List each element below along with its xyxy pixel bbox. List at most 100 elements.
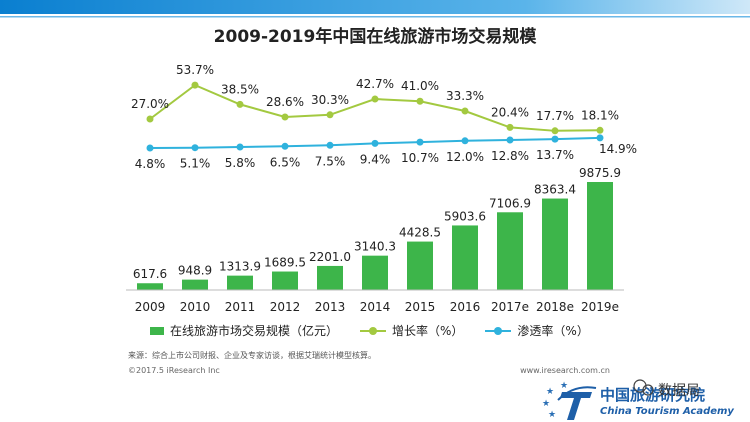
brand-name-cn: 中国旅游研究院 <box>600 386 705 404</box>
growth-point <box>326 111 334 119</box>
wechat-label: 数据局 <box>658 383 700 399</box>
bar-value-label: 8363.4 <box>534 183 576 197</box>
penetration-point <box>191 144 199 152</box>
growth-value-label: 41.0% <box>401 79 439 93</box>
growth-point <box>551 127 559 135</box>
legend-swatch-bar <box>150 326 164 335</box>
growth-value-label: 18.1% <box>581 108 619 122</box>
legend-swatch-growth <box>360 326 387 336</box>
growth-value-label: 17.7% <box>536 109 574 123</box>
penetration-point <box>461 137 469 145</box>
growth-point <box>236 100 244 108</box>
penetration-value-label: 6.5% <box>270 155 301 169</box>
growth-point <box>596 126 604 134</box>
growth-value-label: 38.5% <box>221 82 259 96</box>
site-url: www.iresearch.com.cn <box>520 366 610 375</box>
growth-point <box>281 113 289 121</box>
x-tick-label: 2019e <box>581 300 619 314</box>
x-tick-label: 2011 <box>225 300 256 314</box>
bar-value-label: 5903.6 <box>444 209 486 223</box>
bar <box>452 225 478 290</box>
legend-label-growth: 增长率（%） <box>392 324 464 338</box>
penetration-point <box>326 141 334 149</box>
bar <box>362 255 388 290</box>
svg-text:★: ★ <box>560 381 568 391</box>
growth-value-label: 33.3% <box>446 89 484 103</box>
growth-value-label: 53.7% <box>176 63 214 77</box>
penetration-value-label: 12.8% <box>491 149 529 163</box>
copyright: ©2017.5 iResearch Inc <box>128 366 220 375</box>
penetration-point <box>371 139 379 147</box>
x-tick-label: 2013 <box>315 300 346 314</box>
growth-point <box>461 107 469 115</box>
x-tick-label: 2009 <box>135 300 166 314</box>
legend-item-growth: 增长率（%） <box>360 322 463 339</box>
penetration-value-label: 12.0% <box>446 150 484 164</box>
bar-value-label: 948.9 <box>178 264 212 278</box>
penetration-value-label: 10.7% <box>401 151 439 165</box>
bar-value-label: 1313.9 <box>219 260 261 274</box>
x-tick-label: 2018e <box>536 300 574 314</box>
growth-point <box>506 123 514 131</box>
penetration-value-label: 7.5% <box>315 154 346 168</box>
bar <box>227 275 253 290</box>
brand-name-en: China Tourism Academy <box>600 406 734 417</box>
legend: 在线旅游市场交易规模（亿元） 增长率（%） 渗透率（%） <box>150 322 589 339</box>
penetration-point <box>416 138 424 146</box>
penetration-point <box>506 136 514 144</box>
growth-value-label: 30.3% <box>311 93 349 107</box>
x-tick-label: 2014 <box>360 300 391 314</box>
bar <box>542 198 568 290</box>
growth-point <box>416 97 424 105</box>
penetration-point <box>551 135 559 143</box>
growth-point <box>146 115 154 123</box>
growth-value-label: 42.7% <box>356 77 394 91</box>
penetration-point <box>236 143 244 151</box>
bar-value-label: 1689.5 <box>264 256 306 270</box>
bar <box>407 241 433 290</box>
x-tick-label: 2017e <box>491 300 529 314</box>
legend-item-volume: 在线旅游市场交易规模（亿元） <box>150 322 338 339</box>
x-tick-label: 2010 <box>180 300 211 314</box>
bar <box>137 283 163 290</box>
bar <box>497 212 523 290</box>
legend-label-volume: 在线旅游市场交易规模（亿元） <box>170 324 339 338</box>
source-note: 来源：综合上市公司财报、企业及专家访谈，根据艾瑞统计模型核算。 <box>128 351 376 360</box>
bar-value-label: 9875.9 <box>579 166 621 180</box>
svg-text:★: ★ <box>546 387 554 397</box>
wechat-watermark: 数据局 <box>633 379 700 399</box>
bar <box>587 182 613 290</box>
growth-line <box>149 83 601 132</box>
chart-title: 2009-2019年中国在线旅游市场交易规模 <box>213 27 537 47</box>
star-arc-icon: ★ ★ ★ ★ <box>542 381 568 420</box>
penetration-value-label: 5.8% <box>225 156 256 170</box>
bar-value-label: 4428.5 <box>399 226 441 240</box>
bar <box>317 265 343 290</box>
chart-canvas: 617.6 948.9 1313.9 1689.5 2201.03140.34428.5… <box>126 63 637 314</box>
penetration-value-label: 13.7% <box>536 148 574 162</box>
penetration-point <box>281 142 289 150</box>
svg-text:★: ★ <box>542 399 550 409</box>
growth-value-label: 27.0% <box>131 97 169 111</box>
x-tick-label: 2012 <box>270 300 301 314</box>
legend-label-penetration: 渗透率（%） <box>517 324 589 338</box>
svg-text:★: ★ <box>548 410 556 420</box>
penetration-value-label: 4.8% <box>135 157 166 171</box>
bar <box>182 279 208 290</box>
legend-item-penetration: 渗透率（%） <box>485 322 589 339</box>
penetration-value-label: 9.4% <box>360 152 391 166</box>
legend-swatch-penetration <box>485 326 512 336</box>
x-tick-label: 2016 <box>450 300 481 314</box>
growth-point <box>191 81 199 89</box>
header-bar <box>0 0 750 18</box>
bar <box>272 271 298 290</box>
penetration-point <box>596 134 604 142</box>
bar-value-label: 7106.9 <box>489 196 531 210</box>
penetration-value-label: 14.9% <box>599 142 637 156</box>
penetration-value-label: 5.1% <box>180 157 211 171</box>
growth-point <box>371 95 379 103</box>
penetration-point <box>146 144 154 152</box>
x-tick-label: 2015 <box>405 300 436 314</box>
growth-value-label: 28.6% <box>266 95 304 109</box>
growth-value-label: 20.4% <box>491 105 529 119</box>
